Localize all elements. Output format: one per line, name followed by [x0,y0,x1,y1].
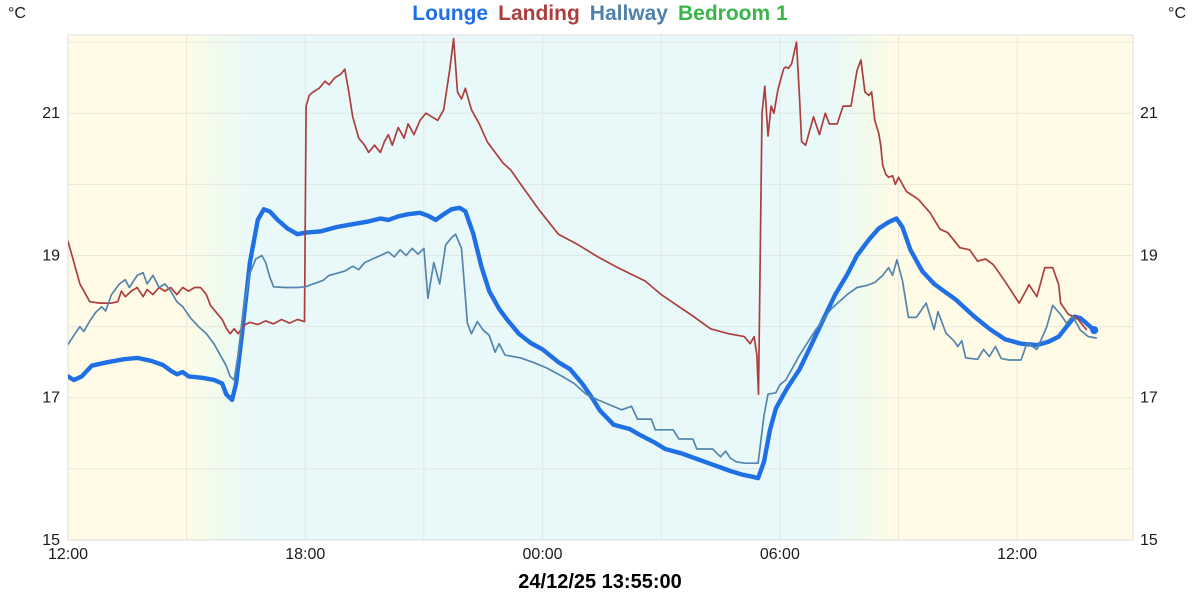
series-end-marker-lounge [1090,326,1099,335]
y-tick-left-21: 21 [42,105,60,122]
x-tick-0-12:00: 12:00 [48,546,88,563]
x-tick-3-06:00: 06:00 [760,546,800,563]
series-line-lounge [68,205,1097,481]
y-tick-right-19: 19 [1140,247,1158,264]
y-tick-right-17: 17 [1140,390,1158,407]
x-tick-4-12:00: 12:00 [997,546,1037,563]
y-tick-left-15: 15 [42,532,60,549]
timestamp-title: 24/12/25 13:55:00 [518,571,682,593]
legend-item-lounge[interactable]: Lounge [412,2,489,25]
y-tick-left-17: 17 [42,390,60,407]
x-tick-2-00:00: 00:00 [523,546,563,563]
x-tick-1-18:00: 18:00 [285,546,325,563]
series-line-hallway [68,233,1098,465]
y-axis-unit-left: °C [8,5,26,22]
chart-legend: Lounge Landing Hallway Bedroom 1 [0,2,1200,26]
legend-item-bedroom-1[interactable]: Bedroom 1 [678,2,788,25]
legend-item-landing[interactable]: Landing [498,2,580,25]
y-tick-right-21: 21 [1140,105,1158,122]
plot-background [68,35,1133,540]
legend-item-hallway[interactable]: Hallway [589,2,668,25]
y-axis-unit-right: °C [1168,5,1186,22]
series-line-landing [68,37,1088,396]
plot-border [67,34,1134,541]
y-tick-right-15: 15 [1140,532,1158,549]
y-tick-left-19: 19 [42,247,60,264]
